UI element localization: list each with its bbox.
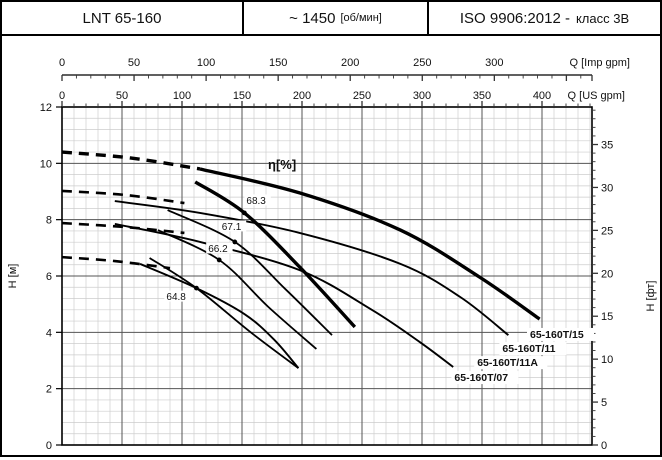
efficiency-value-64.8: 64.8 <box>166 292 186 303</box>
h-ft-tick-label: 5 <box>601 397 607 409</box>
efficiency-dot-66.2 <box>216 257 222 263</box>
efficiency-dot-64.8 <box>194 285 199 291</box>
iso-class: класс 3В <box>575 10 630 26</box>
header-table: LNT 65-160 ~ 1450 [об/мин] ISO 9906:2012… <box>2 2 660 36</box>
imp-tick-label: 200 <box>341 57 359 69</box>
imp-tick-label: 250 <box>413 57 431 69</box>
us-tick-label: 150 <box>233 90 251 102</box>
h-m-tick-label: 6 <box>46 271 52 283</box>
h-ft-tick-label: 35 <box>601 140 613 152</box>
us-tick-label: 300 <box>413 90 431 102</box>
h-ft-tick-label: 0 <box>601 440 607 452</box>
efficiency-value-66.2: 66.2 <box>208 244 228 255</box>
pump-speed-unit: [об/мин] <box>340 12 382 24</box>
efficiency-points: 68.3 67.1 66.2 64.8 <box>164 194 271 303</box>
efficiency-line-0 <box>194 180 357 329</box>
curve-label-65-160t-11: 65-160T/11 <box>502 343 555 355</box>
h-m-axis-title: H [м] <box>7 264 19 289</box>
h-m-tick-label: 4 <box>46 327 52 339</box>
efficiency-value-68.3: 68.3 <box>246 196 266 207</box>
axis-h-m: 0 2 4 6 8 10 12 H [м] <box>7 102 62 452</box>
grid <box>62 107 592 445</box>
curve-label-65-160t-11a: 65-160T/11A <box>477 357 538 369</box>
efficiency-value-67.1: 67.1 <box>222 222 242 233</box>
h-ft-tick-label: 15 <box>601 311 613 323</box>
imp-tick-label: 150 <box>269 57 287 69</box>
curve-label-bg-65-160t-15 <box>527 327 594 341</box>
us-tick-label: 400 <box>533 90 551 102</box>
curve-solid-65-160t-11a <box>114 222 454 368</box>
performance-chart: 0 50 100 150 200 250 300 Q [Imp gpm] 0 50 100 150 20… <box>2 36 660 455</box>
header-cell-speed: ~ 1450 [об/мин] <box>244 2 429 34</box>
imp-tick-label: 0 <box>59 57 65 69</box>
curve-dashed-65-160t-15 <box>61 150 201 171</box>
axis-h-ft: 0 5 10 15 20 25 30 35 H [фт] <box>592 109 657 452</box>
h-m-tick-label: 12 <box>40 102 52 114</box>
h-m-tick-label: 0 <box>46 440 52 452</box>
pump-curves <box>61 150 541 369</box>
curve-solid-65-160t-11 <box>114 200 509 336</box>
imp-axis-title: Q [Imp gpm] <box>569 57 630 69</box>
efficiency-line-3 <box>149 257 299 369</box>
curve-label-65-160t-07: 65-160T/07 <box>454 372 508 384</box>
curve-dashed-65-160t-11 <box>61 189 185 205</box>
us-tick-label: 50 <box>116 90 128 102</box>
h-ft-axis-title: H [фт] <box>645 281 657 312</box>
curve-label-bg-65-160t-07 <box>451 371 519 385</box>
imp-tick-label: 300 <box>485 57 503 69</box>
eta-label: η[%] <box>268 157 296 172</box>
curve-label-bg-65-160t-11a <box>474 356 548 370</box>
h-ft-tick-label: 25 <box>601 225 613 237</box>
curve-solid-65-160t-07 <box>139 263 300 369</box>
chart-svg: 0 50 100 150 200 250 300 Q [Imp gpm]0 50 100 150 20… <box>7 57 657 452</box>
h-m-tick-label: 10 <box>40 158 52 170</box>
efficiency-line-1 <box>167 209 333 336</box>
h-ft-tick-label: 10 <box>601 354 613 366</box>
iso-standard: ISO 9906:2012 - <box>459 9 570 27</box>
us-tick-label: 250 <box>353 90 371 102</box>
h-m-tick-label: 8 <box>46 215 52 227</box>
efficiency-lines <box>149 180 357 369</box>
curve-dashed-65-160t-07 <box>61 255 171 270</box>
curve-dashed-65-160t-11a <box>61 221 185 235</box>
imp-tick-label: 100 <box>197 57 215 69</box>
us-tick-label: 200 <box>293 90 311 102</box>
efficiency-dot-67.1 <box>232 239 238 245</box>
axis-imp-gpm: 0 50 100 150 200 250 300 Q [Imp gpm] <box>59 57 630 81</box>
h-ft-tick-label: 20 <box>601 268 613 280</box>
eta-heading: η[%] <box>268 157 296 172</box>
pump-speed: ~ 1450 <box>289 9 336 27</box>
us-tick-label: 100 <box>173 90 191 102</box>
pump-model: LNT 65-160 <box>82 9 162 27</box>
efficiency-line-2 <box>157 229 317 350</box>
efficiency-dot-68.3 <box>242 210 247 216</box>
h-m-tick-label: 2 <box>46 384 52 396</box>
imp-tick-label: 50 <box>128 57 140 69</box>
curve-solid-65-160t-15 <box>199 167 541 321</box>
curve-label-bg-65-160t-11 <box>499 342 567 356</box>
us-tick-label: 0 <box>59 90 65 102</box>
header-cell-model: LNT 65-160 <box>2 2 244 34</box>
us-tick-label: 350 <box>473 90 491 102</box>
us-axis-title: Q [US gpm] <box>568 90 625 102</box>
header-cell-standard: ISO 9906:2012 - класс 3В <box>429 2 660 34</box>
h-ft-tick-label: 30 <box>601 182 613 194</box>
axis-us-gpm: 0 50 100 150 200 250 300 350 400 Q [US gpm] <box>59 90 625 107</box>
curve-labels: 65-160T/15 65-160T/11 65-160T/11A 65-160T/0… <box>451 327 594 385</box>
curve-label-65-160t-15: 65-160T/15 <box>530 329 584 341</box>
